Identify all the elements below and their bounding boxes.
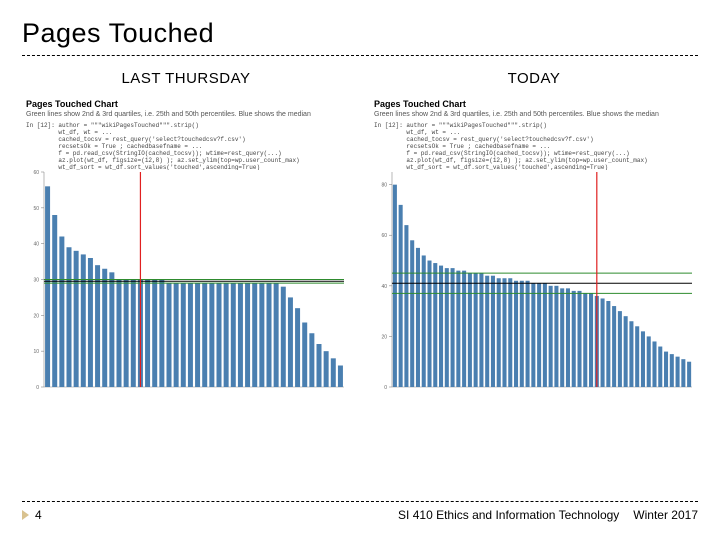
col-right: TODAY Pages Touched Chart Green lines sh… xyxy=(370,70,698,395)
panel-left: Pages Touched Chart Green lines show 2nd… xyxy=(22,97,350,395)
svg-text:20: 20 xyxy=(33,313,39,319)
panel-code-right: In [12]: author = """wikiPagesTouched"""… xyxy=(370,120,698,170)
page-number: 4 xyxy=(35,508,42,522)
svg-text:60: 60 xyxy=(33,170,39,176)
chart-right-wrap: 0 20 40 60 80 xyxy=(370,170,698,395)
page-number-mark: 4 xyxy=(22,508,42,522)
chart-right: 0 20 40 60 80 xyxy=(374,170,694,395)
divider-bottom xyxy=(22,501,698,502)
footer-term: Winter 2017 xyxy=(633,508,698,522)
columns: LAST THURSDAY Pages Touched Chart Green … xyxy=(22,70,698,395)
panel-sub-left: Green lines show 2nd & 3rd quartiles, i.… xyxy=(22,111,350,120)
svg-text:80: 80 xyxy=(381,183,387,189)
panel-title-left: Pages Touched Chart xyxy=(22,97,350,111)
divider-top xyxy=(22,55,698,56)
svg-text:0: 0 xyxy=(36,385,39,391)
svg-text:40: 40 xyxy=(33,242,39,248)
svg-text:60: 60 xyxy=(381,233,387,239)
chart-left-wrap: 0 10 20 30 40 50 60 xyxy=(22,170,350,395)
svg-text:0: 0 xyxy=(384,385,387,391)
slide: Pages Touched LAST THURSDAY Pages Touche… xyxy=(0,0,720,540)
panel-right: Pages Touched Chart Green lines show 2nd… xyxy=(370,97,698,395)
play-icon xyxy=(22,510,29,520)
svg-text:10: 10 xyxy=(33,349,39,355)
col-left: LAST THURSDAY Pages Touched Chart Green … xyxy=(22,70,350,395)
footer-text: SI 410 Ethics and Information Technology… xyxy=(398,508,698,522)
svg-text:40: 40 xyxy=(381,284,387,290)
col-label-right: TODAY xyxy=(370,70,698,87)
footer-course: SI 410 Ethics and Information Technology xyxy=(398,508,619,522)
footer-row: 4 SI 410 Ethics and Information Technolo… xyxy=(22,508,698,522)
page-title: Pages Touched xyxy=(22,18,698,49)
svg-text:50: 50 xyxy=(33,206,39,212)
svg-text:30: 30 xyxy=(33,278,39,284)
col-label-left: LAST THURSDAY xyxy=(22,70,350,87)
panel-title-right: Pages Touched Chart xyxy=(370,97,698,111)
footer: 4 SI 410 Ethics and Information Technolo… xyxy=(22,501,698,522)
svg-text:20: 20 xyxy=(381,334,387,340)
panel-code-left: In [12]: author = """wikiPagesTouched"""… xyxy=(22,120,350,170)
panel-sub-right: Green lines show 2nd & 3rd quartiles, i.… xyxy=(370,111,698,120)
chart-left: 0 10 20 30 40 50 60 xyxy=(26,170,346,395)
